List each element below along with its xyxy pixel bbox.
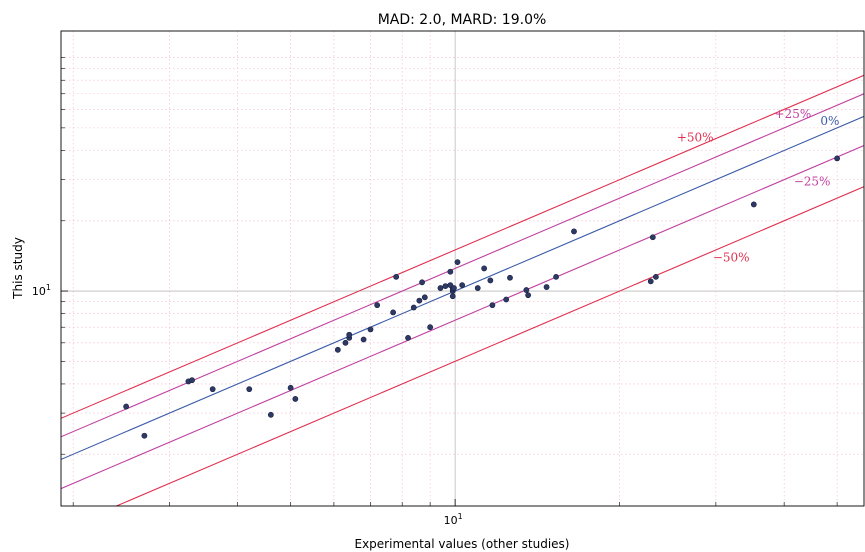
data-point	[447, 268, 454, 275]
data-point	[649, 234, 656, 241]
data-point	[374, 302, 381, 309]
data-point	[489, 302, 496, 309]
data-point	[209, 386, 216, 393]
data-point	[346, 331, 353, 338]
data-point	[246, 386, 253, 393]
data-point	[481, 265, 488, 272]
data-point	[360, 336, 367, 343]
data-point	[834, 155, 841, 162]
data-point	[525, 292, 532, 299]
reference-line-label: +25%	[775, 107, 812, 121]
x-axis-label: Experimental values (other studies)	[355, 537, 570, 551]
data-point	[410, 304, 417, 311]
data-point	[267, 411, 274, 418]
data-point	[292, 396, 299, 402]
chart-title: MAD: 2.0, MARD: 19.0%	[378, 12, 547, 28]
data-point	[287, 384, 294, 391]
data-point	[421, 294, 428, 301]
data-point	[419, 279, 425, 286]
reference-line-label: +50%	[677, 130, 714, 144]
data-point	[390, 309, 397, 316]
data-point	[123, 403, 130, 410]
data-point	[451, 285, 457, 291]
data-point	[652, 273, 659, 280]
y-tick-label: 101	[32, 283, 51, 298]
data-point	[437, 285, 444, 291]
data-point	[442, 283, 449, 289]
data-point	[571, 228, 577, 235]
data-point	[334, 346, 341, 353]
data-point	[474, 285, 481, 291]
data-point	[427, 324, 434, 331]
reference-line-label: −50%	[713, 250, 750, 264]
data-point	[503, 296, 510, 303]
data-point	[405, 334, 411, 341]
data-point	[647, 278, 654, 285]
reference-line-label: −25%	[794, 175, 831, 189]
data-point	[543, 284, 550, 290]
data-point	[367, 326, 374, 333]
y-axis-label: This study	[11, 237, 25, 300]
data-point	[189, 377, 195, 384]
plot-area: 101 101 0% +25% −25% +50% −50%	[32, 30, 865, 527]
data-point	[553, 273, 559, 280]
reference-line	[61, 74, 864, 419]
data-point	[342, 339, 349, 346]
data-point	[393, 273, 400, 280]
data-point	[449, 293, 456, 300]
data-point	[487, 277, 494, 284]
reference-line	[61, 93, 864, 438]
data-point	[454, 259, 461, 266]
x-tick-label: 101	[444, 512, 463, 527]
plot-clip-group	[61, 31, 864, 506]
data-point	[750, 201, 757, 208]
data-point	[523, 287, 530, 293]
data-point	[141, 432, 148, 439]
reference-line-label: 0%	[820, 114, 839, 128]
reference-line	[115, 186, 864, 506]
data-point	[507, 274, 513, 281]
data-point	[459, 282, 466, 289]
data-point	[416, 297, 423, 304]
reference-line	[61, 145, 864, 490]
plot-frame	[60, 30, 865, 507]
